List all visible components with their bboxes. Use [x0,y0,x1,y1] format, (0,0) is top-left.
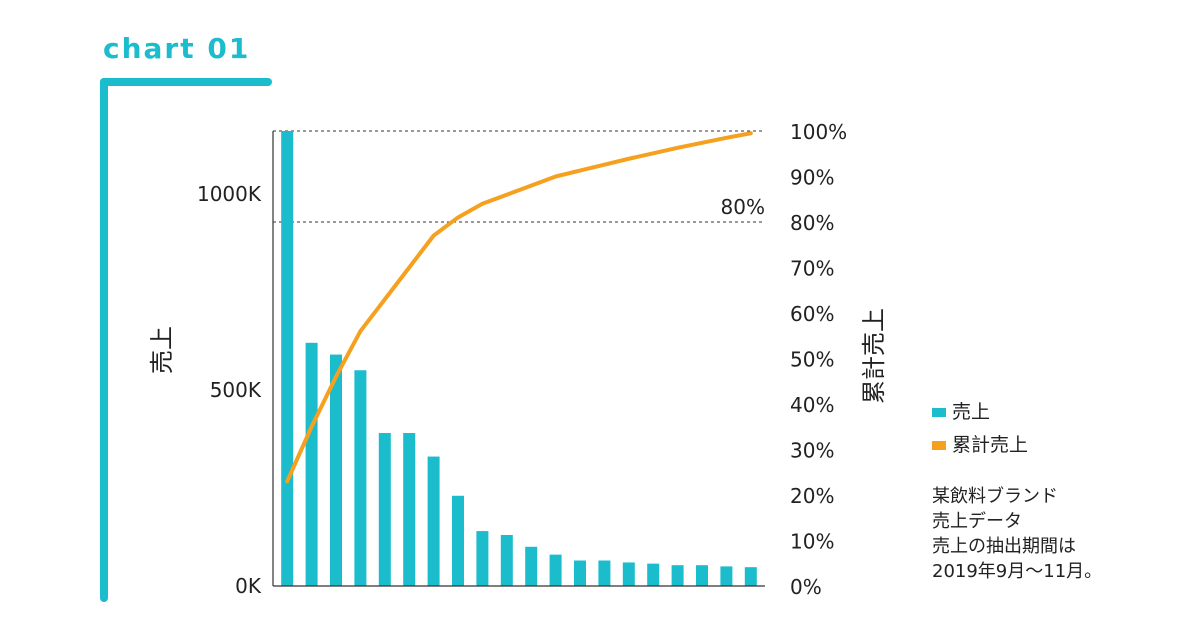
bar [525,546,538,586]
reference-lines: 80% [273,130,765,223]
bar [622,562,635,586]
right-tick-label: 100% [790,120,847,144]
note-line: 某飲料ブランド [932,486,1058,507]
legend-item-sales: 売上 [932,396,1028,429]
bar [330,354,342,586]
right-tick-label: 0% [790,575,822,599]
right-tick-label: 20% [790,484,834,508]
legend-swatch-bar [932,408,946,417]
note-line: 売上の抽出期間は [932,536,1076,557]
bar [549,554,562,586]
right-tick-label: 50% [790,348,834,372]
right-axis-ticks: 0% 10% 20% 30% 40% 50% 60% 70% 80% 90% 100% [790,120,847,599]
bar [744,567,757,586]
bar [354,370,367,586]
right-tick-label: 80% [790,211,834,235]
left-tick-label: 1000K [197,182,262,206]
chart-tag: chart 01 [103,32,251,65]
legend-label-cumulative: 累計売上 [952,434,1029,456]
left-axis-label: 売上 [148,326,176,374]
bar [647,563,660,586]
reference-line-label: 80% [721,195,765,219]
bar [427,456,440,586]
bar [574,560,586,586]
legend: 売上 累計売上 [932,396,1028,462]
bar [500,535,513,586]
bar [305,342,318,586]
right-axis-label: 累計売上 [860,308,888,404]
bar [598,560,611,586]
bar [476,531,489,586]
bar [696,565,708,586]
bar [452,495,464,586]
legend-label-sales: 売上 [952,401,991,423]
right-tick-label: 10% [790,530,834,554]
cumulative-line [285,131,753,484]
left-tick-label: 500K [210,378,262,402]
bar [281,131,294,586]
right-tick-label: 90% [790,166,834,190]
note-line: 2019年9月〜11月。 [932,561,1103,582]
note-line: 売上データ [932,511,1022,532]
right-tick-label: 70% [790,257,834,281]
decorative-bracket-left [100,78,108,602]
bar [403,433,416,586]
legend-item-cumulative: 累計売上 [932,429,1028,462]
left-tick-label: 0K [235,574,262,598]
right-tick-label: 40% [790,393,834,417]
bar-series [281,131,757,586]
left-axis-ticks: 0K 500K 1000K [197,182,262,598]
data-note: 某飲料ブランド 売上データ 売上の抽出期間は 2019年9月〜11月。 [932,484,1102,584]
decorative-bracket-top [100,78,272,86]
bar [720,566,733,586]
bar [378,433,391,586]
legend-swatch-line [932,441,946,450]
bar [671,565,684,586]
right-tick-label: 60% [790,302,834,326]
right-tick-label: 30% [790,439,834,463]
